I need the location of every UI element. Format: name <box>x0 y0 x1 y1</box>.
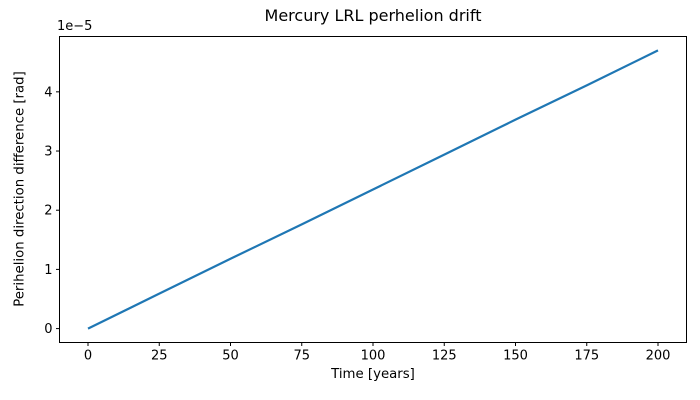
x-tick-label: 200 <box>646 349 671 364</box>
axes-frame <box>59 36 687 343</box>
y-tick-label: 2 <box>44 204 52 219</box>
x-tick-label: 150 <box>503 349 528 364</box>
y-tick-label: 3 <box>44 145 52 160</box>
y-tick-label: 4 <box>44 85 52 100</box>
x-tick-label: 125 <box>432 349 457 364</box>
chart-title: Mercury LRL perhelion drift <box>264 6 482 25</box>
y-axis-label: Perihelion direction difference [rad] <box>12 71 28 307</box>
x-tick-label: 175 <box>574 349 599 364</box>
data-line <box>87 49 659 330</box>
y-tick-label: 0 <box>44 322 52 337</box>
x-tick-label: 100 <box>361 349 386 364</box>
y-tick-label: 1 <box>44 263 52 278</box>
x-axis-label: Time [years] <box>331 367 415 382</box>
x-tick-label: 0 <box>84 349 92 364</box>
y-axis-offset-text: 1e−5 <box>57 19 93 34</box>
x-tick-label: 25 <box>151 349 168 364</box>
x-tick-label: 50 <box>222 349 239 364</box>
x-tick-label: 75 <box>293 349 310 364</box>
